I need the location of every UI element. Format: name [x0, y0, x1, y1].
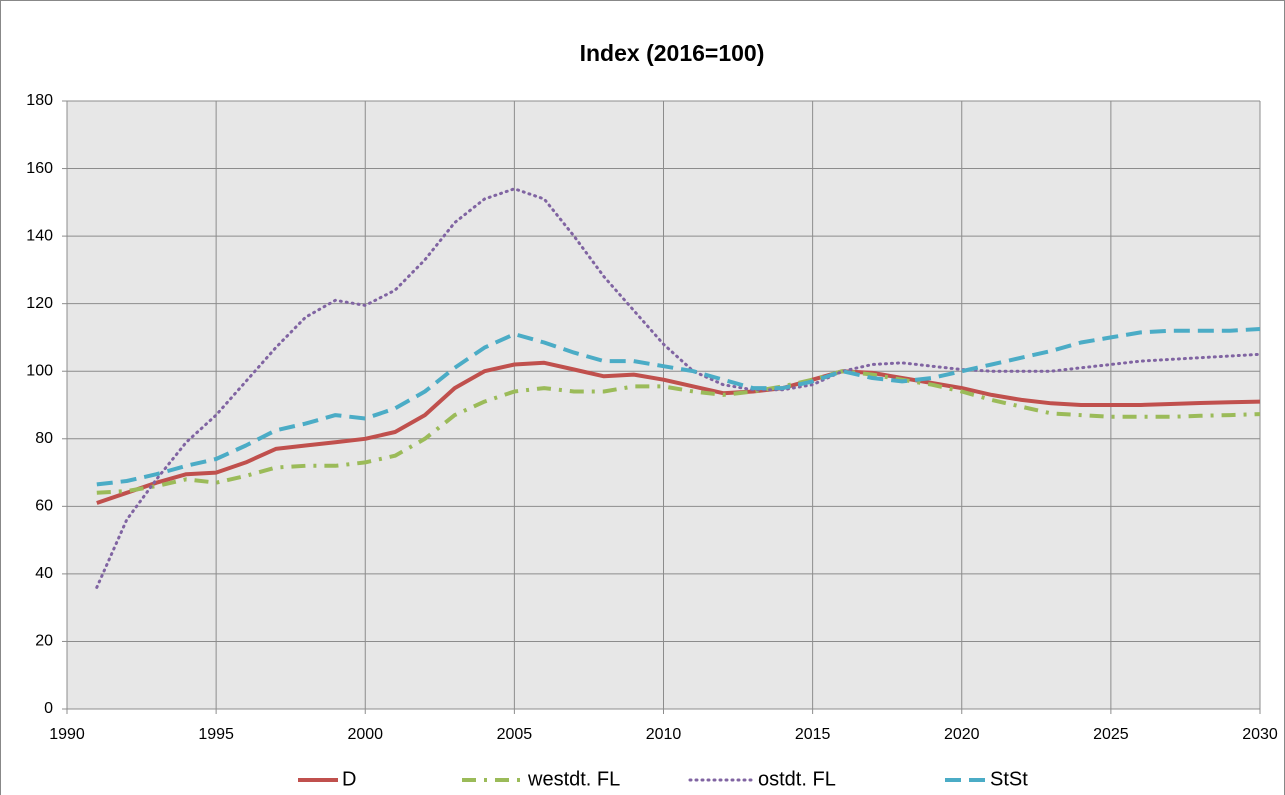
x-tick-label: 1995 — [198, 726, 234, 743]
x-tick-label: 2010 — [646, 726, 682, 743]
series-line — [96, 369, 1261, 495]
x-tick-label: 2020 — [944, 726, 980, 743]
y-tick-label: 140 — [26, 227, 53, 244]
y-tick-label: 40 — [35, 565, 53, 582]
legend-label: ostdt. FL — [758, 768, 836, 790]
x-tick-label: 2000 — [347, 726, 383, 743]
y-tick-label: 180 — [26, 92, 53, 109]
x-tick-label: 1990 — [49, 726, 85, 743]
x-tick-label: 2025 — [1093, 726, 1129, 743]
y-tick-label: 20 — [35, 633, 53, 650]
legend-label: D — [342, 768, 356, 790]
series-line — [96, 360, 1261, 505]
x-tick-label: 2015 — [795, 726, 831, 743]
legend-label: westdt. FL — [527, 768, 620, 790]
y-tick-label: 80 — [35, 430, 53, 447]
chart-title: Index (2016=100) — [580, 40, 765, 66]
series-line — [96, 327, 1261, 487]
y-tick-label: 120 — [26, 295, 53, 312]
x-tick-label: 2005 — [497, 726, 533, 743]
y-tick-label: 160 — [26, 160, 53, 177]
y-tick-label: 100 — [26, 362, 53, 379]
series-line — [95, 187, 1262, 589]
x-tick-label: 2030 — [1242, 726, 1278, 743]
y-tick-label: 60 — [35, 498, 53, 515]
y-tick-label: 0 — [44, 700, 53, 717]
legend-label: StSt — [990, 768, 1028, 790]
